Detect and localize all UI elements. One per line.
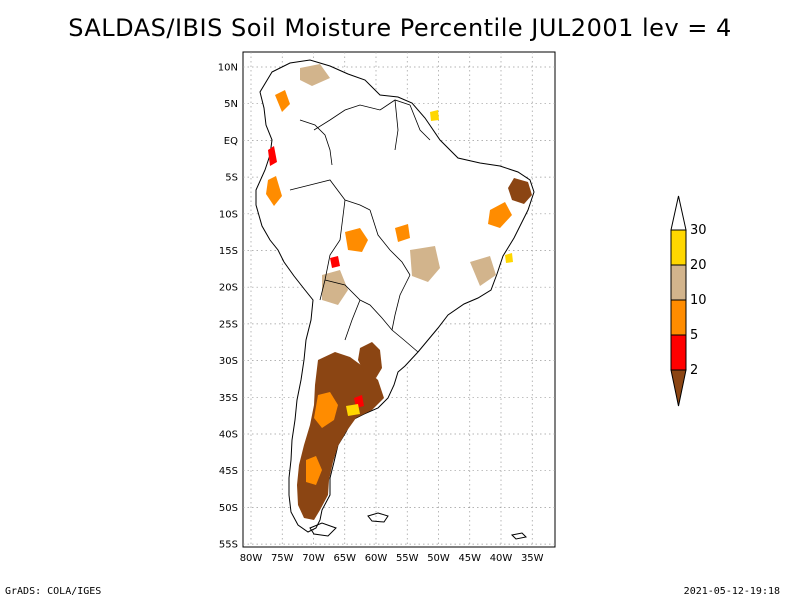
legend-box-5-10 (670, 299, 687, 336)
lon-tick-label: 70W (302, 553, 325, 564)
lat-tick-label: 40S (219, 430, 238, 441)
lat-tick-label: 35S (219, 393, 238, 404)
shade-central-orange (395, 224, 410, 242)
legend-bottom-arrow (670, 369, 687, 407)
lon-tick-label: 50W (427, 553, 450, 564)
legend-box-2-5 (670, 334, 687, 371)
lat-tick-label: 25S (219, 319, 238, 330)
shade-ne-brazil (508, 178, 532, 204)
shade-chaco (358, 342, 382, 378)
lat-tick-label: 45S (219, 466, 238, 477)
tierra-del-fuego (309, 522, 337, 537)
shade-red-3 (330, 256, 340, 268)
shade-yellow-1 (346, 404, 360, 416)
shade-bolivia-orange (345, 228, 368, 252)
lat-tick-label: 5S (225, 173, 238, 184)
lon-tick-label: 45W (458, 553, 481, 564)
shade-tan-1 (322, 270, 348, 305)
shade-tan-3 (300, 64, 330, 86)
map-title: SALDAS/IBIS Soil Moisture Percentile JUL… (68, 14, 732, 42)
shade-colombia-orange (275, 90, 290, 112)
shade-red-1 (268, 146, 277, 166)
legend-label-2: 2 (690, 363, 698, 378)
latitude-tick-labels: 10N 5N EQ 5S 10S 15S 20S 25S 30S 35S 40S 45S 50S 55S (218, 63, 238, 551)
lat-tick-label: 50S (219, 503, 238, 514)
lon-tick-label: 80W (240, 553, 263, 564)
legend-label-5: 5 (690, 328, 698, 343)
falkland-islands (367, 512, 389, 523)
legend-box-10-20 (670, 264, 687, 301)
shade-yellow-2 (430, 110, 439, 121)
longitude-tick-labels: 80W 75W 70W 65W 60W 55W 50W 45W 40W 35W (240, 553, 544, 564)
legend-label-20: 20 (690, 258, 707, 273)
lon-tick-label: 35W (521, 553, 544, 564)
lon-tick-label: 60W (365, 553, 388, 564)
lon-tick-label: 75W (271, 553, 294, 564)
lat-tick-label: 55S (219, 540, 238, 551)
shade-patagonia-orange (306, 456, 322, 485)
footer-timestamp: 2021-05-12-19:18 (683, 586, 780, 597)
legend-top-arrow (670, 195, 687, 231)
legend-label-10: 10 (690, 293, 707, 308)
shade-yellow-3 (505, 253, 513, 263)
percentile-shading (266, 64, 532, 520)
lon-tick-label: 55W (396, 553, 419, 564)
color-legend: 30 20 10 5 2 (670, 195, 707, 407)
shade-tan-2 (410, 246, 440, 282)
lat-tick-label: 5N (224, 99, 238, 110)
shade-ne-orange (488, 202, 512, 228)
country-borders (289, 99, 431, 353)
lat-tick-label: 15S (219, 246, 238, 257)
legend-label-30: 30 (690, 223, 707, 238)
legend-box-20-30 (670, 229, 687, 266)
shade-peru-orange (266, 176, 282, 206)
lat-tick-label: EQ (224, 136, 238, 147)
island-east (510, 532, 528, 540)
shade-tan-4 (470, 256, 496, 286)
shade-argentina-orange (314, 392, 338, 428)
islands (309, 512, 528, 540)
lat-tick-label: 10S (219, 209, 238, 220)
lat-tick-label: 10N (218, 63, 238, 74)
footer-credit: GrADS: COLA/IGES (5, 586, 102, 597)
lat-tick-label: 20S (219, 283, 238, 294)
lon-tick-label: 65W (333, 553, 356, 564)
lat-tick-label: 30S (219, 356, 238, 367)
lon-tick-label: 40W (490, 553, 513, 564)
